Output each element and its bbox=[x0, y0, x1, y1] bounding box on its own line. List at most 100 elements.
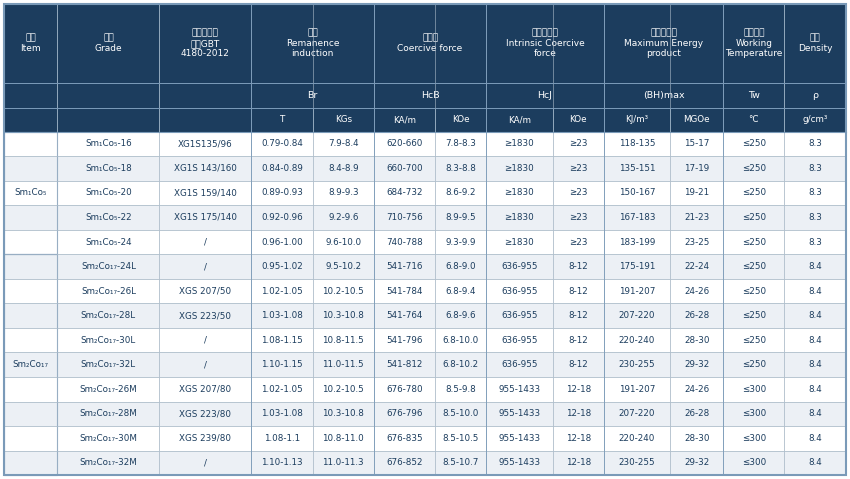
Text: 676-796: 676-796 bbox=[387, 410, 422, 418]
Text: 9.6-10.0: 9.6-10.0 bbox=[326, 238, 361, 247]
Bar bbox=[160, 181, 252, 205]
Text: XGS 223/50: XGS 223/50 bbox=[179, 311, 231, 320]
Bar bbox=[552, 254, 604, 279]
Bar bbox=[604, 181, 670, 205]
Text: 684-732: 684-732 bbox=[387, 188, 422, 197]
Text: XGS 207/50: XGS 207/50 bbox=[179, 286, 231, 296]
Text: °C: °C bbox=[749, 115, 759, 124]
Text: Br: Br bbox=[308, 91, 318, 100]
Bar bbox=[252, 132, 313, 156]
Bar bbox=[723, 181, 785, 205]
Bar bbox=[785, 83, 846, 108]
Bar bbox=[486, 377, 552, 401]
Bar bbox=[160, 401, 252, 426]
Bar bbox=[4, 108, 57, 132]
Bar bbox=[57, 205, 160, 230]
Text: ≤250: ≤250 bbox=[742, 139, 766, 148]
Bar bbox=[670, 156, 723, 181]
Bar bbox=[552, 401, 604, 426]
Text: ≥23: ≥23 bbox=[569, 213, 587, 222]
Bar bbox=[57, 254, 160, 279]
Text: 8-12: 8-12 bbox=[569, 336, 588, 345]
Bar bbox=[604, 353, 670, 377]
Bar bbox=[313, 377, 374, 401]
Bar bbox=[160, 254, 252, 279]
Bar bbox=[486, 132, 552, 156]
Bar bbox=[313, 328, 374, 353]
Text: MGOe: MGOe bbox=[683, 115, 710, 124]
Bar bbox=[4, 328, 57, 353]
Bar bbox=[313, 279, 374, 303]
Bar bbox=[552, 205, 604, 230]
Bar bbox=[604, 4, 723, 83]
Text: 541-784: 541-784 bbox=[387, 286, 422, 296]
Text: 工作温度
Working
Temperature: 工作温度 Working Temperature bbox=[725, 29, 783, 58]
Text: 8.4: 8.4 bbox=[808, 262, 822, 271]
Bar bbox=[670, 328, 723, 353]
Bar bbox=[4, 4, 57, 83]
Text: 牌号
Grade: 牌号 Grade bbox=[94, 34, 122, 53]
Text: 710-756: 710-756 bbox=[386, 213, 423, 222]
Bar bbox=[435, 401, 486, 426]
Text: 676-835: 676-835 bbox=[386, 434, 423, 443]
Text: Sm₂Co₁₇-28M: Sm₂Co₁₇-28M bbox=[80, 410, 138, 418]
Text: 541-812: 541-812 bbox=[387, 360, 422, 369]
Bar bbox=[552, 328, 604, 353]
Text: 10.3-10.8: 10.3-10.8 bbox=[322, 311, 365, 320]
Text: 1.08-1.15: 1.08-1.15 bbox=[261, 336, 303, 345]
Bar bbox=[785, 401, 846, 426]
Bar bbox=[435, 230, 486, 254]
Text: 676-780: 676-780 bbox=[386, 385, 423, 394]
Text: 9.5-10.2: 9.5-10.2 bbox=[326, 262, 361, 271]
Text: ≤300: ≤300 bbox=[742, 410, 766, 418]
Bar bbox=[604, 205, 670, 230]
Bar bbox=[604, 254, 670, 279]
Text: XG1S 159/140: XG1S 159/140 bbox=[174, 188, 237, 197]
Bar bbox=[723, 426, 785, 451]
Bar bbox=[486, 156, 552, 181]
Text: 8.9-9.5: 8.9-9.5 bbox=[445, 213, 476, 222]
Bar bbox=[723, 132, 785, 156]
Text: ≥1830: ≥1830 bbox=[505, 139, 535, 148]
Text: g/cm³: g/cm³ bbox=[802, 115, 828, 124]
Text: 8.4: 8.4 bbox=[808, 458, 822, 468]
Bar bbox=[723, 83, 785, 108]
Bar bbox=[374, 205, 435, 230]
Bar bbox=[313, 401, 374, 426]
Text: 9.3-9.9: 9.3-9.9 bbox=[445, 238, 476, 247]
Bar bbox=[57, 426, 160, 451]
Text: HcB: HcB bbox=[421, 91, 439, 100]
Text: Sm₂Co₁₇: Sm₂Co₁₇ bbox=[13, 360, 48, 369]
Bar bbox=[57, 401, 160, 426]
Text: 12-18: 12-18 bbox=[565, 385, 591, 394]
Text: 12-18: 12-18 bbox=[565, 434, 591, 443]
Text: 167-183: 167-183 bbox=[619, 213, 655, 222]
Text: ≥23: ≥23 bbox=[569, 139, 587, 148]
Text: KGs: KGs bbox=[335, 115, 352, 124]
Bar bbox=[374, 4, 486, 83]
Text: 207-220: 207-220 bbox=[619, 311, 655, 320]
Bar bbox=[374, 108, 435, 132]
Bar bbox=[670, 230, 723, 254]
Text: 8-12: 8-12 bbox=[569, 262, 588, 271]
Text: 636-955: 636-955 bbox=[502, 311, 538, 320]
Bar bbox=[4, 254, 57, 279]
Text: 183-199: 183-199 bbox=[619, 238, 655, 247]
Bar bbox=[486, 328, 552, 353]
Bar bbox=[486, 353, 552, 377]
Bar bbox=[670, 205, 723, 230]
Text: /: / bbox=[204, 336, 207, 345]
Text: /: / bbox=[204, 262, 207, 271]
Text: XGS 207/80: XGS 207/80 bbox=[179, 385, 231, 394]
Bar bbox=[486, 205, 552, 230]
Bar bbox=[723, 279, 785, 303]
Bar bbox=[486, 303, 552, 328]
Text: 955-1433: 955-1433 bbox=[498, 385, 541, 394]
Text: 8-12: 8-12 bbox=[569, 360, 588, 369]
Text: 207-220: 207-220 bbox=[619, 410, 655, 418]
Text: Sm₂Co₁₇-32M: Sm₂Co₁₇-32M bbox=[80, 458, 138, 468]
Text: 541-764: 541-764 bbox=[387, 311, 422, 320]
Text: 6.8-9.6: 6.8-9.6 bbox=[445, 311, 476, 320]
Text: /: / bbox=[204, 238, 207, 247]
Text: 8.3-8.8: 8.3-8.8 bbox=[445, 164, 476, 173]
